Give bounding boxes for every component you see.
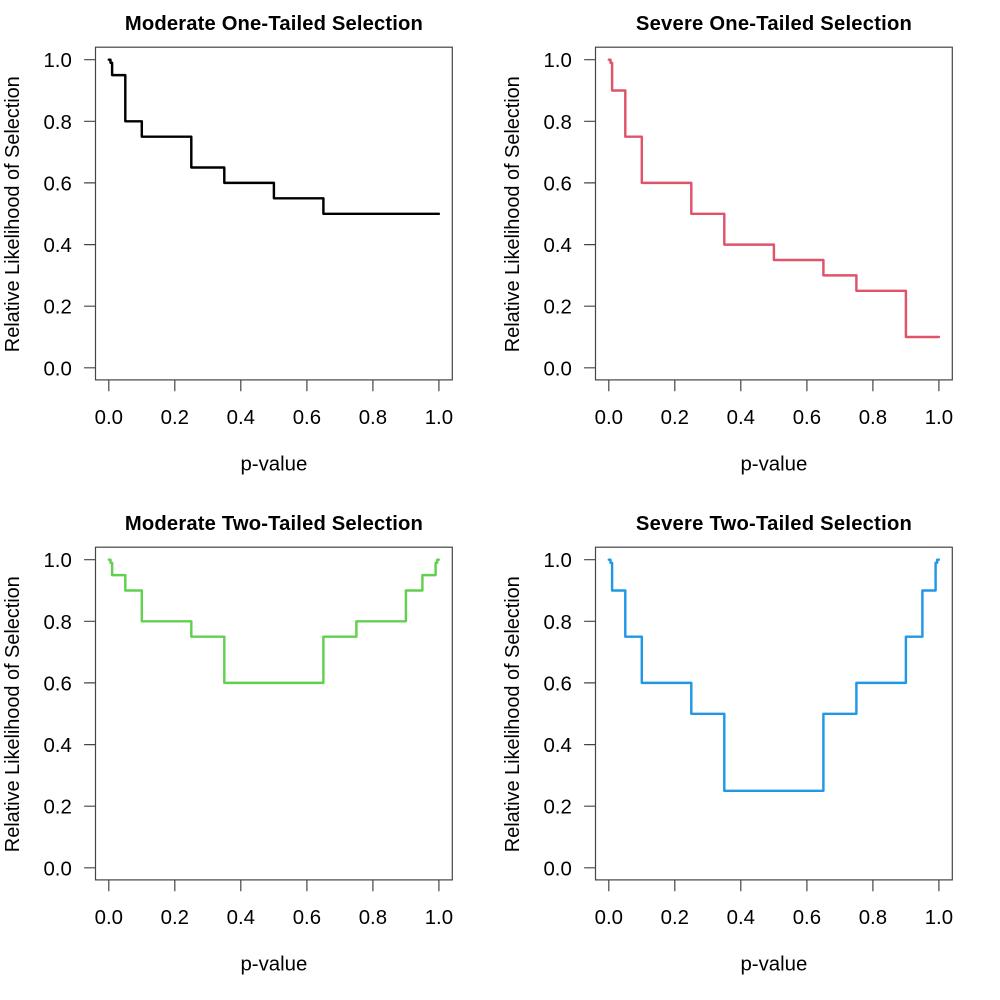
svg-text:Relative Likelihood of Selecti: Relative Likelihood of Selection: [2, 76, 24, 352]
svg-text:0.4: 0.4: [543, 235, 571, 257]
svg-text:0.2: 0.2: [43, 797, 71, 819]
svg-text:0.2: 0.2: [661, 407, 689, 429]
svg-text:p-value: p-value: [740, 954, 807, 976]
svg-text:Relative Likelihood of Selecti: Relative Likelihood of Selection: [502, 76, 524, 352]
svg-text:Severe Two-Tailed Selection: Severe Two-Tailed Selection: [636, 513, 912, 535]
svg-text:0.6: 0.6: [293, 907, 321, 929]
svg-text:0.2: 0.2: [161, 907, 189, 929]
svg-text:1.0: 1.0: [425, 407, 453, 429]
svg-text:0.0: 0.0: [95, 407, 123, 429]
svg-text:p-value: p-value: [240, 454, 307, 476]
svg-text:0.4: 0.4: [727, 407, 755, 429]
svg-text:Moderate One-Tailed Selection: Moderate One-Tailed Selection: [125, 13, 423, 35]
svg-text:p-value: p-value: [240, 954, 307, 976]
svg-text:0.0: 0.0: [43, 858, 71, 880]
svg-text:Relative Likelihood of Selecti: Relative Likelihood of Selection: [502, 576, 524, 852]
svg-text:0.0: 0.0: [43, 358, 71, 380]
svg-text:0.0: 0.0: [95, 907, 123, 929]
svg-text:0.6: 0.6: [543, 673, 571, 695]
svg-text:0.4: 0.4: [43, 235, 71, 257]
svg-text:0.4: 0.4: [727, 907, 755, 929]
svg-text:0.8: 0.8: [359, 407, 387, 429]
svg-text:0.0: 0.0: [543, 858, 571, 880]
svg-text:0.8: 0.8: [359, 907, 387, 929]
svg-text:0.4: 0.4: [43, 735, 71, 757]
svg-text:0.8: 0.8: [859, 907, 887, 929]
svg-text:0.6: 0.6: [793, 907, 821, 929]
svg-text:0.0: 0.0: [595, 407, 623, 429]
svg-text:0.2: 0.2: [543, 797, 571, 819]
svg-text:0.6: 0.6: [793, 407, 821, 429]
svg-text:0.2: 0.2: [661, 907, 689, 929]
svg-text:1.0: 1.0: [925, 907, 953, 929]
svg-text:0.8: 0.8: [859, 407, 887, 429]
svg-text:p-value: p-value: [740, 454, 807, 476]
svg-text:0.6: 0.6: [43, 173, 71, 195]
svg-text:1.0: 1.0: [43, 50, 71, 72]
svg-text:1.0: 1.0: [543, 550, 571, 572]
svg-text:1.0: 1.0: [543, 50, 571, 72]
svg-text:0.8: 0.8: [43, 112, 71, 134]
svg-text:0.8: 0.8: [43, 612, 71, 634]
svg-text:0.2: 0.2: [543, 297, 571, 319]
svg-text:Relative Likelihood of Selecti: Relative Likelihood of Selection: [2, 576, 24, 852]
svg-text:0.4: 0.4: [227, 907, 255, 929]
svg-text:0.4: 0.4: [543, 735, 571, 757]
svg-text:0.2: 0.2: [161, 407, 189, 429]
svg-text:Severe One-Tailed Selection: Severe One-Tailed Selection: [636, 13, 912, 35]
svg-text:1.0: 1.0: [425, 907, 453, 929]
svg-text:1.0: 1.0: [43, 550, 71, 572]
svg-text:0.8: 0.8: [543, 612, 571, 634]
svg-text:0.4: 0.4: [227, 407, 255, 429]
svg-text:0.6: 0.6: [293, 407, 321, 429]
svg-text:0.6: 0.6: [43, 673, 71, 695]
svg-text:1.0: 1.0: [925, 407, 953, 429]
svg-text:0.0: 0.0: [595, 907, 623, 929]
svg-text:0.0: 0.0: [543, 358, 571, 380]
svg-text:0.6: 0.6: [543, 173, 571, 195]
svg-text:0.2: 0.2: [43, 297, 71, 319]
svg-text:0.8: 0.8: [543, 112, 571, 134]
svg-text:Moderate Two-Tailed Selection: Moderate Two-Tailed Selection: [125, 513, 423, 535]
